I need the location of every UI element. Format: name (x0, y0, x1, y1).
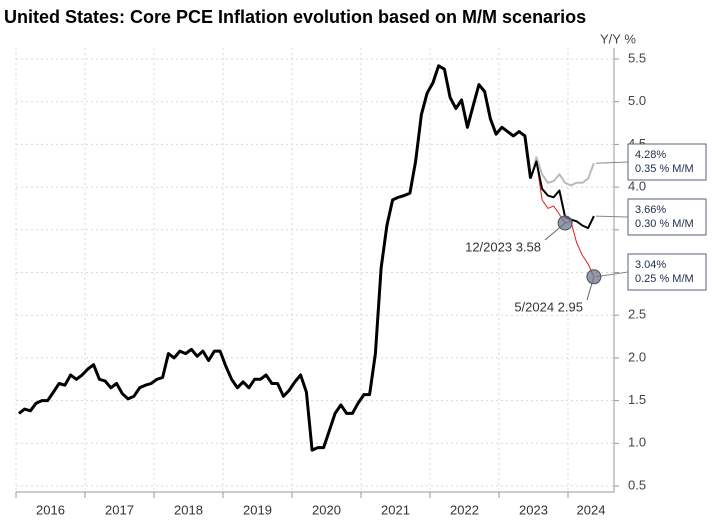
series-line (529, 160, 595, 230)
chart-title: United States: Core PCE Inflation evolut… (4, 7, 586, 27)
callout-scenario: 0.30 % M/M (635, 218, 694, 230)
series-line (17, 64, 533, 452)
callout-connector (595, 161, 629, 164)
callout-box (627, 198, 707, 236)
callout-box (627, 143, 707, 181)
callout-box (627, 253, 707, 291)
x-tick-label: 2018 (174, 502, 203, 517)
callout-scenario: 0.35 % M/M (635, 163, 694, 175)
y-tick-label: 4.0 (628, 179, 646, 194)
callout-value: 4.28% (635, 149, 666, 161)
y-tick-label: 5.5 (628, 50, 646, 65)
annotation-point (586, 269, 602, 285)
callout-value: 3.04% (635, 259, 666, 271)
annotation-point (557, 215, 573, 231)
callout-value: 3.66% (635, 204, 666, 216)
annotation-label: 12/2023 3.58 (465, 239, 541, 254)
x-tick-label: 2017 (105, 502, 134, 517)
y-tick-label: 0.5 (628, 477, 646, 492)
y-tick-label: 1.0 (628, 435, 646, 450)
x-tick-label: 2020 (312, 502, 341, 517)
y-axis-label: Y/Y % (600, 31, 636, 46)
callout-scenario: 0.25 % M/M (635, 273, 694, 285)
x-tick-label: 2016 (36, 502, 65, 517)
x-tick-label: 2021 (381, 502, 410, 517)
x-tick-label: 2023 (519, 502, 548, 517)
y-tick-label: 1.5 (628, 392, 646, 407)
x-tick-label: 2022 (450, 502, 479, 517)
y-tick-label: 2.5 (628, 307, 646, 322)
annotation-label: 5/2024 2.95 (514, 299, 583, 314)
series-line (529, 156, 595, 187)
callout-connector (595, 215, 629, 218)
y-tick-label: 5.0 (628, 93, 646, 108)
x-tick-label: 2019 (243, 502, 272, 517)
x-tick-label: 2024 (577, 502, 606, 517)
y-tick-label: 2.0 (628, 349, 646, 364)
